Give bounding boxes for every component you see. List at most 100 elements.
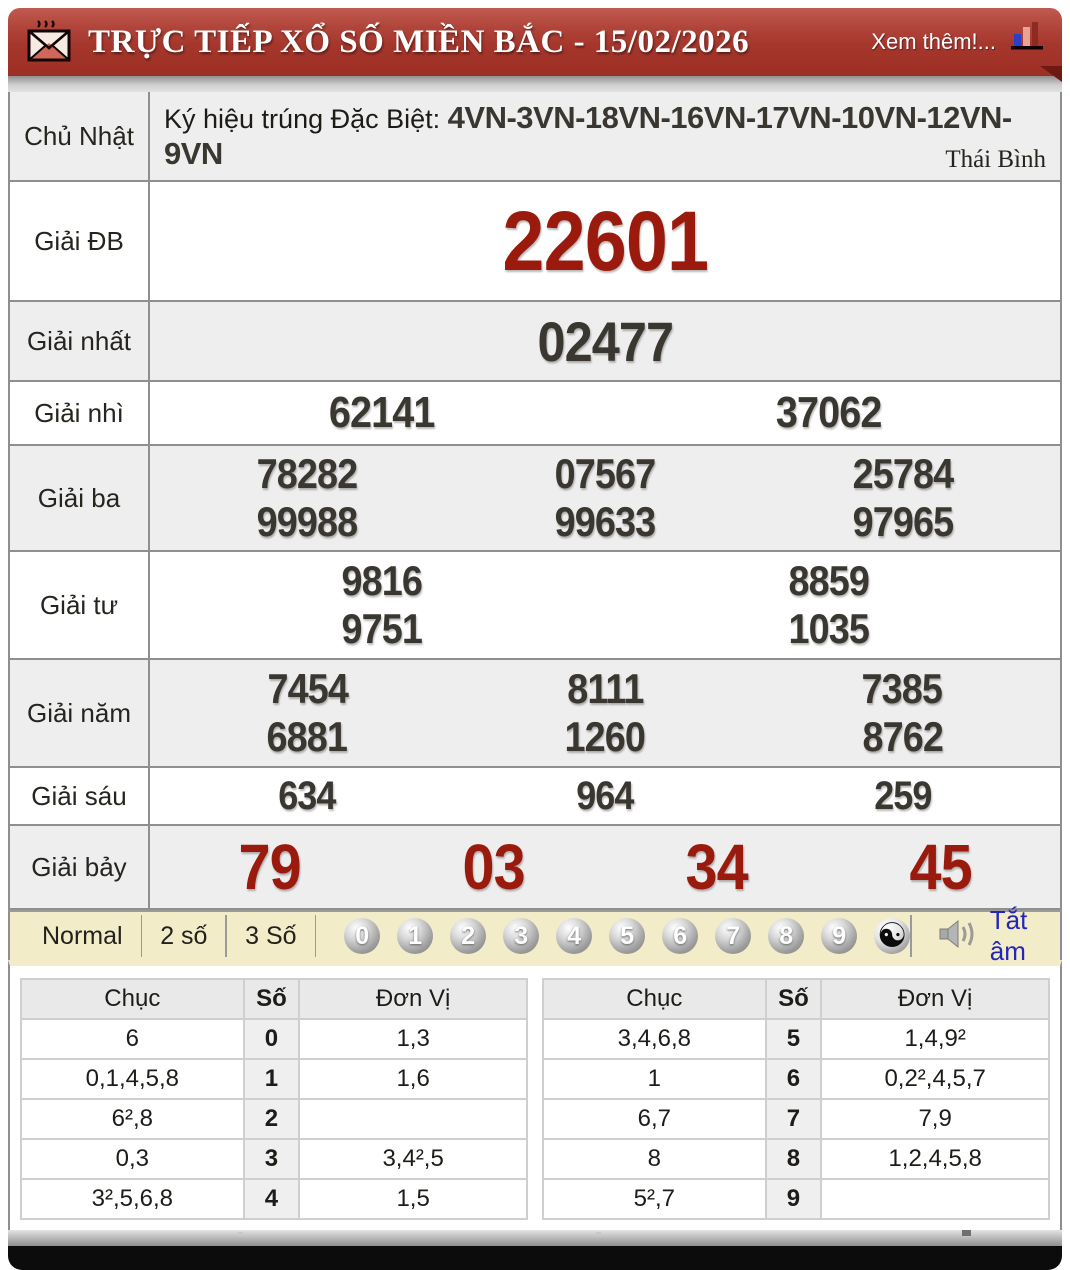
see-more-link[interactable]: Xem thêm!...: [871, 29, 996, 54]
header-bar: TRỰC TIẾP XỔ SỐ MIỀN BẮC - 15/02/2026 Xe…: [8, 8, 1062, 76]
ball-3[interactable]: 3: [503, 918, 540, 954]
prize-number: 03: [462, 831, 525, 903]
units-cell: 1,3: [298, 1018, 528, 1060]
tens-cell: 0,1,4,5,8: [20, 1058, 245, 1100]
prize-label: Giải sáu: [10, 768, 150, 824]
prize-number: 78282: [256, 450, 359, 497]
prize-row-special: Giải ĐB 22601: [10, 180, 1060, 300]
tens-cell: 3,4,6,8: [542, 1018, 767, 1060]
prize-number: 45: [909, 831, 972, 903]
col-header-units: Đơn Vị: [820, 978, 1050, 1020]
envelope-icon: [26, 19, 72, 65]
prize-number: 7454: [267, 664, 349, 712]
prize-label: Giải nhì: [10, 382, 150, 444]
digit-cell: 3: [242, 1138, 301, 1180]
table-row: 6 0 1,3: [20, 1018, 528, 1060]
tens-cell: 8: [542, 1138, 767, 1180]
prize-number: 8762: [862, 713, 944, 761]
units-cell: 1,5: [298, 1178, 528, 1220]
prize-label: Giải nhất: [10, 302, 150, 380]
table-row: 5²,7 9: [542, 1178, 1050, 1220]
digit-cell: 1: [242, 1058, 301, 1100]
prize-label: Giải bảy: [10, 826, 150, 908]
mute-label: Tắt âm: [989, 905, 1028, 966]
special-sign-label: Ký hiệu trúng Đặc Biệt:: [164, 104, 448, 134]
tab-2-digits[interactable]: 2 số: [160, 921, 208, 950]
prize-number: 99988: [256, 498, 359, 545]
divider: [314, 915, 317, 957]
tens-cell: 6: [20, 1018, 245, 1060]
prize-number: 22601: [502, 193, 709, 288]
prize-number: 9751: [341, 605, 422, 653]
ball-9[interactable]: 9: [821, 918, 858, 954]
table-row: 3,4,6,8 5 1,4,9²: [542, 1018, 1050, 1060]
prize-number: 62141: [328, 388, 436, 437]
loto-header-row: Chục Số Đơn Vị: [20, 978, 528, 1020]
ball-6[interactable]: 6: [662, 918, 699, 954]
tens-cell: 6,7: [542, 1098, 767, 1140]
page-title: TRỰC TIẾP XỔ SỐ MIỀN BẮC - 15/02/2026: [88, 23, 750, 60]
yin-yang-ball[interactable]: ☯: [874, 917, 911, 955]
col-header-tens: Chục: [20, 978, 245, 1020]
weekday-label: Chủ Nhật: [10, 92, 150, 180]
ball-0[interactable]: 0: [344, 918, 381, 954]
units-cell: 0,2²,4,5,7: [820, 1058, 1050, 1100]
mute-button[interactable]: Tắt âm: [938, 905, 1046, 967]
loto-table-left: Chục Số Đơn Vị 6 0 1,3 0,1,4,5,8 1 1,6 6…: [20, 978, 528, 1220]
tab-normal[interactable]: Normal: [42, 921, 123, 950]
ball-4[interactable]: 4: [556, 918, 593, 954]
ball-7[interactable]: 7: [715, 918, 752, 954]
prize-number: 79: [238, 831, 302, 903]
tens-cell: 6²,8: [20, 1098, 245, 1140]
ball-5[interactable]: 5: [609, 918, 646, 954]
prize-row-fifth: Giải năm 7454 8111 7385 6881 1260 8762: [10, 658, 1060, 766]
bar-chart-icon[interactable]: [1010, 20, 1044, 57]
prize-number: 7385: [861, 664, 943, 712]
units-cell: 1,2,4,5,8: [820, 1138, 1050, 1180]
bottom-frame-bar: [8, 1246, 1062, 1270]
prize-row-sixth: Giải sáu 634 964 259: [10, 766, 1060, 824]
prize-label: Giải ba: [10, 446, 150, 550]
divider: [225, 915, 228, 957]
units-cell: [298, 1098, 528, 1140]
prize-label: Giải năm: [10, 660, 150, 766]
prize-number: 9816: [341, 556, 422, 604]
digit-cell: 7: [764, 1098, 823, 1140]
col-header-digit: Số: [764, 978, 823, 1020]
ball-1[interactable]: 1: [397, 918, 434, 954]
prize-row-fourth: Giải tư 9816 8859 9751 1035: [10, 550, 1060, 658]
prize-number: 259: [874, 773, 932, 818]
tens-cell: 3²,5,6,8: [20, 1178, 245, 1220]
prize-number: 07567: [554, 450, 657, 497]
digit-cell: 2: [242, 1098, 301, 1140]
cutoff-content-hint: [0, 1226, 1070, 1236]
table-row: 6,7 7 7,9: [542, 1098, 1050, 1140]
prize-number: 1260: [564, 713, 646, 761]
prize-number: 6881: [266, 713, 348, 761]
special-sign-codes: 4VN-3VN-18VN-16VN-17VN-10VN-12VN-9VN: [164, 100, 1012, 171]
province-name: Thái Bình: [945, 146, 1046, 173]
ball-8[interactable]: 8: [768, 918, 805, 954]
col-header-units: Đơn Vị: [298, 978, 528, 1020]
prize-row-seventh: Giải bảy 79 03 34 45: [10, 824, 1060, 908]
speaker-icon: [938, 918, 980, 955]
digit-cell: 5: [764, 1018, 823, 1060]
toolbar: Normal 2 số 3 Số 0 1 2 3 4 5 6 7 8 9 ☯: [8, 905, 1062, 966]
table-row: 0,1,4,5,8 1 1,6: [20, 1058, 528, 1100]
table-row: 1 6 0,2²,4,5,7: [542, 1058, 1050, 1100]
units-cell: 1,4,9²: [820, 1018, 1050, 1060]
tab-3-digits[interactable]: 3 Số: [245, 921, 297, 950]
table-row: 8 8 1,2,4,5,8: [542, 1138, 1050, 1180]
info-row: Chủ Nhật Ký hiệu trúng Đặc Biệt: 4VN-3VN…: [10, 92, 1060, 180]
prize-row-first: Giải nhất 02477: [10, 300, 1060, 380]
digit-cell: 0: [242, 1018, 301, 1060]
prize-row-third: Giải ba 78282 07567 25784 99988 99633 97…: [10, 444, 1060, 550]
prize-label: Giải ĐB: [10, 182, 150, 300]
digit-balls: 0 1 2 3 4 5 6 7 8 9 ☯: [344, 917, 911, 955]
results-table: Chủ Nhật Ký hiệu trúng Đặc Biệt: 4VN-3VN…: [8, 92, 1062, 910]
prize-number: 8111: [566, 664, 644, 712]
prize-number: 1035: [788, 605, 869, 653]
prize-number: 34: [685, 831, 749, 903]
table-row: 3²,5,6,8 4 1,5: [20, 1178, 528, 1220]
ball-2[interactable]: 2: [450, 918, 487, 954]
